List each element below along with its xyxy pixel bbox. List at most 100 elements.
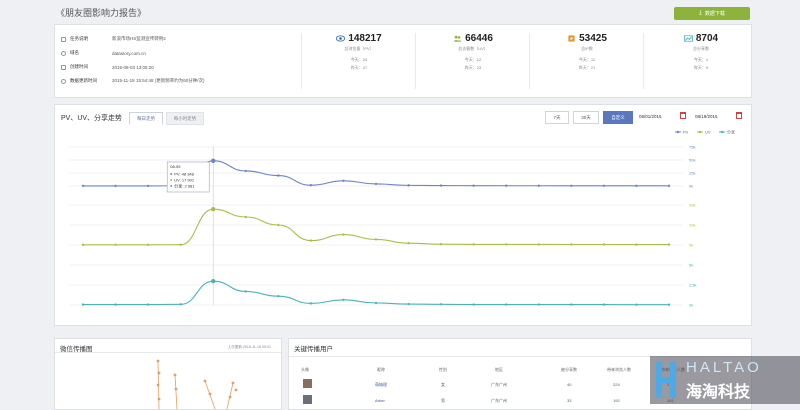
divider xyxy=(55,352,281,353)
avatar xyxy=(303,379,312,388)
data-point xyxy=(244,169,247,173)
col-header: 被分享数 xyxy=(561,367,577,372)
tab-hourly[interactable]: 每小时走势 xyxy=(166,112,204,125)
user-views: 192 xyxy=(613,398,620,403)
tooltip-value: 分享: 2 981 xyxy=(174,182,195,188)
range-custom-button[interactable]: 自定义 xyxy=(603,111,633,124)
stat-today: 今天：12 xyxy=(464,57,482,62)
data-point xyxy=(602,243,606,246)
data-point xyxy=(537,184,540,187)
data-point xyxy=(277,174,280,177)
divider xyxy=(415,33,416,89)
data-point xyxy=(211,158,216,164)
tooltip-value: PV: 48 348 xyxy=(174,171,194,176)
data-point xyxy=(146,184,150,188)
data-point xyxy=(439,243,443,246)
data-point xyxy=(472,303,475,306)
col-header: 地区 xyxy=(495,367,503,372)
data-point xyxy=(309,302,313,305)
eye-icon xyxy=(336,35,346,42)
page-title: 《朋友圈影响力报告》 xyxy=(56,8,147,18)
weixin-spread-card: 微信传播图 上次更新:2015-11-18 00:01 xyxy=(54,338,282,410)
task-icon xyxy=(61,36,66,42)
tab-daily[interactable]: 每日走势 xyxy=(129,112,163,125)
calendar-icon[interactable] xyxy=(680,112,686,119)
stat-yesterday: 昨天：5 xyxy=(693,65,709,70)
data-point xyxy=(407,242,410,245)
data-point xyxy=(244,215,247,219)
data-point xyxy=(211,206,216,212)
stat-label: 总浏览量（PV） xyxy=(344,46,374,51)
user-region: 广东广州 xyxy=(491,398,507,403)
legend-label: 分享 xyxy=(727,129,735,135)
data-point xyxy=(342,233,345,236)
data-point xyxy=(146,243,150,246)
tooltip-date: 08-05 xyxy=(170,164,181,169)
key-users-title: 关键传播用户 xyxy=(294,346,333,353)
data-point xyxy=(244,290,247,293)
data-point xyxy=(342,179,345,182)
data-point xyxy=(309,184,313,187)
data-point xyxy=(439,303,443,306)
data-point xyxy=(81,243,85,246)
data-point xyxy=(277,295,280,298)
range-30d-button[interactable]: 30天 xyxy=(573,111,599,124)
y-tick-label: 0k xyxy=(689,184,693,189)
watermark-en: HALTAO xyxy=(686,359,762,376)
stat-value: 66446 xyxy=(465,33,493,44)
data-point xyxy=(374,182,378,186)
stat-label: 总分享数 xyxy=(693,46,709,51)
data-point xyxy=(374,238,378,241)
chart-title: PV、UV、分享走势 xyxy=(61,115,123,122)
user-views: 224 xyxy=(613,382,620,387)
y-tick-label: 2.5k xyxy=(689,283,697,288)
info-value: 新浪市场HS监测宣传转例2 xyxy=(112,36,166,41)
data-point xyxy=(505,303,508,306)
data-point xyxy=(114,243,117,246)
info-label: 数据更新时间 xyxy=(70,78,97,83)
stat-yesterday: 昨天：21 xyxy=(578,65,596,70)
trend-chart-card: PV、UV、分享走势 每日走势 每小时走势 7天 30天 自定义 08/01/2… xyxy=(54,104,752,326)
stat-today: 今天：24 xyxy=(350,57,368,62)
data-point xyxy=(635,184,638,188)
stat-share: 8704 总分享数 今天：1 昨天：5 xyxy=(651,33,751,71)
date-from-field[interactable]: 08/01/2015 xyxy=(639,114,662,119)
people-icon xyxy=(453,35,462,42)
y-tick-label: 0k xyxy=(689,243,693,248)
user-region: 广东广州 xyxy=(491,382,507,387)
haitao-watermark-logo: HALTAO 海淘科技 xyxy=(650,356,800,404)
range-7d-button[interactable]: 7天 xyxy=(545,111,569,124)
data-point xyxy=(309,239,313,242)
stat-label: 总访客数（UV） xyxy=(458,46,488,51)
user-nickname[interactable]: Arber xyxy=(375,398,385,403)
spread-graph xyxy=(156,359,238,409)
stat-today: 今天：11 xyxy=(578,57,596,62)
report-info-card: 任务说明 新浪市场HS监测宣传转例2 域名 datastory.com.cn 创… xyxy=(54,24,752,98)
user-gender: 女 xyxy=(441,382,445,387)
info-label: 创建时间 xyxy=(70,64,88,69)
trend-line-chart: PV UV 分享 75k 50k 25k 0k 20k 10k 0k 5k 2.5k 0k 08-05 PV… xyxy=(69,129,735,308)
data-point xyxy=(537,303,540,306)
info-value: 2015-11-18 15:54:48 (更新频率约为60分钟/次) xyxy=(112,78,205,83)
info-value: datastory.com.cn xyxy=(112,50,146,56)
calendar-icon[interactable] xyxy=(736,112,742,119)
refresh-icon xyxy=(61,78,66,84)
data-point xyxy=(602,184,606,187)
date-to-field[interactable]: 08/19/2015 xyxy=(695,114,718,119)
stat-ip: IP 53425 总IP数 今天：11 昨天：21 xyxy=(537,33,637,71)
data-point xyxy=(570,184,573,187)
stat-yesterday: 昨天：23 xyxy=(464,65,482,70)
stat-value-row: 148217 xyxy=(309,33,409,44)
data-point xyxy=(472,243,475,246)
y-tick-label: 25k xyxy=(689,171,695,176)
download-button[interactable]: ⤓ 数据下载 xyxy=(674,7,750,20)
data-point xyxy=(146,303,150,306)
data-point xyxy=(439,184,443,187)
data-point xyxy=(570,303,573,306)
ip-icon: IP xyxy=(568,35,575,42)
data-point xyxy=(211,278,216,284)
stat-value-row: 66446 xyxy=(423,33,523,44)
user-nickname[interactable]: 萌恼理 xyxy=(375,382,387,387)
stat-value-row: IP 53425 xyxy=(537,33,637,44)
haitao-logo-mark xyxy=(656,362,676,398)
